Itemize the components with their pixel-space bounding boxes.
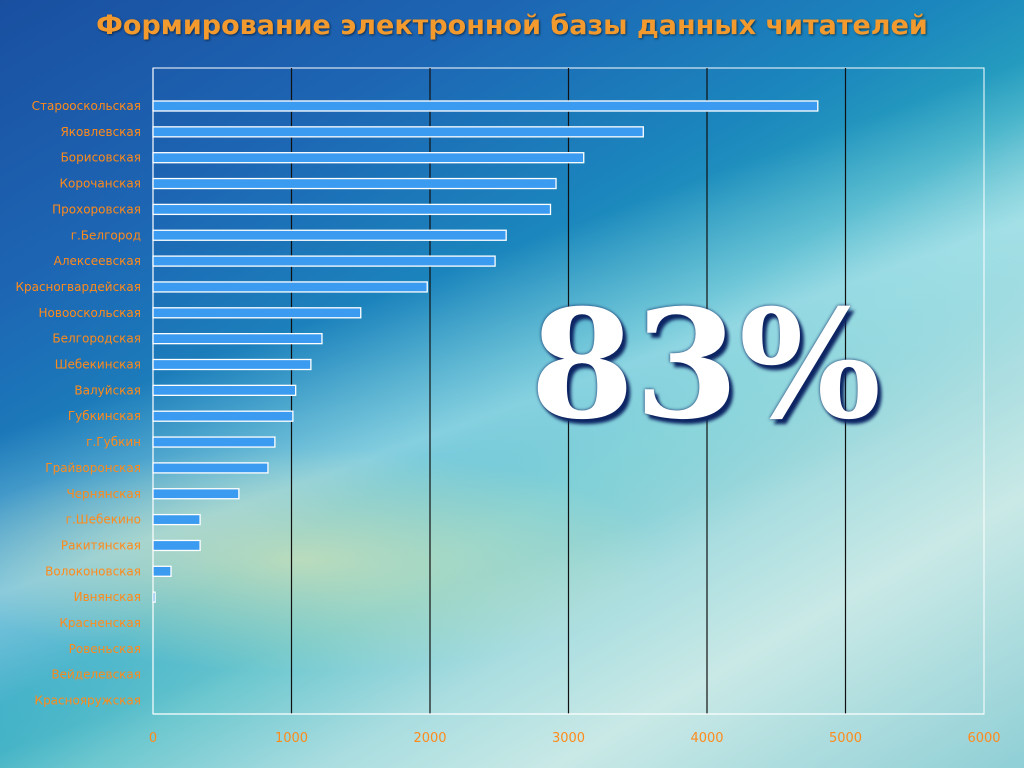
category-label: Краснояружская	[35, 694, 141, 708]
category-label: Прохоровская	[52, 202, 141, 216]
x-tick-label: 2000	[413, 731, 446, 746]
category-label: г.Губкин	[86, 435, 141, 449]
category-label: Корочанская	[59, 177, 141, 191]
bar	[152, 281, 428, 293]
x-tick-label: 6000	[967, 731, 1000, 746]
category-label: Ракитянская	[61, 538, 141, 552]
bar	[152, 591, 156, 603]
category-label: г.Белгород	[71, 228, 141, 242]
category-label: Валуйская	[74, 383, 141, 397]
x-tick-label: 1000	[275, 731, 308, 746]
category-label: Волоконовская	[45, 564, 141, 578]
category-label: Борисовская	[61, 151, 141, 165]
x-tick-label: 5000	[829, 731, 862, 746]
category-label: г.Шебекино	[66, 513, 141, 527]
bar	[152, 332, 323, 345]
bar	[152, 410, 294, 422]
category-label: Яковлевская	[60, 125, 141, 139]
category-label: Старооскольская	[32, 99, 141, 113]
bar	[152, 177, 557, 190]
bar	[152, 100, 819, 112]
bar	[152, 539, 201, 552]
bar	[152, 384, 297, 397]
bar	[152, 255, 496, 267]
category-label: Новооскольская	[39, 306, 141, 320]
percent-callout: 83%	[530, 277, 882, 453]
bar	[152, 358, 312, 371]
bar	[152, 307, 362, 319]
category-label: Чернянская	[66, 487, 141, 501]
bar	[152, 152, 585, 164]
category-label: Вейделевская	[51, 668, 141, 682]
category-label: Грайворонская	[45, 461, 141, 475]
bar	[152, 436, 276, 448]
bar	[152, 203, 552, 216]
category-label: Красненская	[59, 616, 141, 630]
category-label: Белгородская	[52, 332, 141, 346]
category-label: Ивнянская	[74, 590, 141, 604]
category-label: Красногвардейская	[15, 280, 141, 294]
bar	[152, 462, 269, 474]
bar	[152, 488, 240, 500]
category-label: Губкинская	[68, 409, 141, 423]
bar	[152, 126, 644, 138]
category-label: Ровеньская	[69, 642, 141, 656]
x-tick-label: 0	[149, 731, 157, 746]
bar	[152, 513, 201, 526]
bar	[152, 229, 507, 241]
category-label: Шебекинская	[55, 358, 141, 372]
bar	[152, 565, 172, 577]
category-label: Алексеевская	[54, 254, 141, 268]
slide-title: Формирование электронной базы данных чит…	[96, 10, 928, 41]
x-tick-label: 3000	[552, 731, 585, 746]
x-tick-label: 4000	[690, 731, 723, 746]
